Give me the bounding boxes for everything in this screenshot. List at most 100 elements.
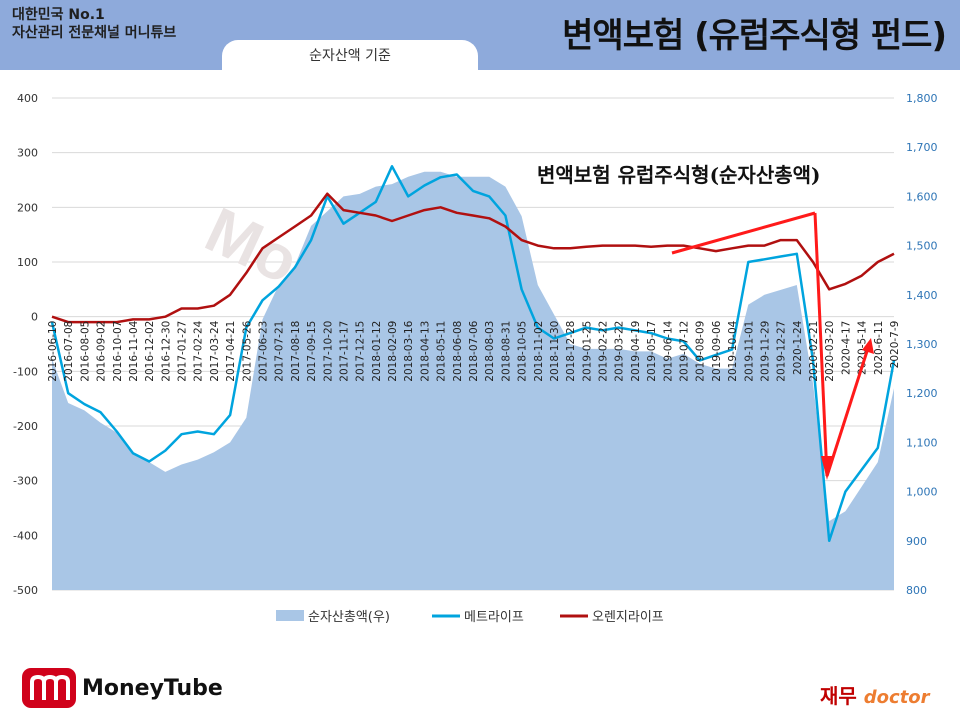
legend-swatch — [276, 610, 304, 621]
right-tick-label: 1,600 — [906, 190, 938, 203]
x-tick-label: 2019-10-04 — [727, 320, 739, 381]
x-tick-label: 2017-11-17 — [338, 321, 350, 382]
x-tick-label: 2020-03-20 — [824, 321, 836, 382]
series-line-metlife — [50, 165, 896, 543]
x-tick-label: 2020-1-24 — [792, 320, 804, 375]
left-tick-label: -100 — [13, 365, 38, 378]
left-tick-label: -200 — [13, 420, 38, 433]
x-tick-label: 2018-08-31 — [500, 321, 512, 382]
right-tick-label: 1,000 — [906, 486, 938, 499]
x-tick-label: 2019-07-12 — [679, 321, 691, 382]
fund-chart: MoneyTube 2016-06-102016-07-082016-08-05… — [13, 92, 938, 625]
x-tick-label: 2019-09-06 — [711, 320, 723, 381]
x-tick-label: 2019-12-27 — [776, 321, 788, 382]
right-tick-label: 1,200 — [906, 387, 938, 400]
x-tick-label: 2018-12-28 — [565, 321, 577, 382]
right-tick-label: 1,100 — [906, 436, 938, 449]
x-tick-label: 2018-08-03 — [484, 321, 496, 382]
annotation-arrows — [671, 211, 874, 480]
series-line-orangelife — [51, 192, 895, 324]
badge-english: doctor — [863, 687, 930, 708]
annotation-rebound-line — [825, 344, 871, 477]
x-tick-label: 2017-04-21 — [225, 321, 237, 382]
left-tick-label: -500 — [13, 584, 38, 597]
moneytube-logo-icon — [22, 668, 76, 708]
area-layer — [52, 171, 894, 591]
channel-tagline: 대한민국 No.1 자산관리 전문채널 머니튜브 — [12, 6, 176, 42]
chart-title: 변액보험 유럽주식형(순자산총액) — [537, 163, 821, 187]
channel-line1: 대한민국 No.1 — [12, 7, 105, 23]
right-tick-label: 800 — [906, 584, 927, 597]
x-tick-label: 2016-11-04 — [128, 320, 140, 381]
x-tick-label: 2017-01-27 — [177, 321, 189, 382]
x-tick-label: 2019-08-09 — [695, 321, 707, 382]
x-tick-label: 2019-04-19 — [630, 321, 642, 382]
logo-text: MoneyTube — [82, 676, 223, 701]
x-tick-label: 2019-11-01 — [743, 321, 755, 382]
x-tick-label: 2018-07-06 — [468, 320, 480, 381]
x-tick-label: 2018-05-11 — [436, 321, 448, 382]
x-tick-label: 2017-06-23 — [258, 321, 270, 382]
x-tick-label: 2018-04-13 — [419, 321, 431, 382]
annotation-arrowhead-down — [821, 456, 833, 480]
x-tick-label: 2016-12-02 — [144, 321, 156, 382]
x-tick-label: 2016-10-07 — [112, 321, 124, 382]
x-tick-label: 2017-05-26 — [241, 320, 253, 381]
x-axis-labels: 2016-06-10 2016-07-08 2016-08-05 2016-09-02… — [47, 320, 901, 381]
x-tick-label: 2019-05-17 — [646, 321, 658, 382]
annotation-trend-line — [671, 211, 816, 255]
legend-label: 오렌지라이프 — [592, 610, 664, 625]
basis-label: 순자산액 기준 — [222, 40, 478, 72]
page-title: 변액보험 (유럽주식형 펀드) — [562, 16, 947, 56]
left-tick-label: 300 — [17, 147, 38, 160]
right-axis-ticks: 1,800 1,700 1,600 1,500 1,400 1,300 1,200 1,100… — [906, 92, 938, 597]
x-tick-label: 2018-02-09 — [387, 321, 399, 382]
x-tick-label: 2020-5-14 — [857, 320, 869, 375]
x-tick-label: 2020-4-17 — [840, 321, 852, 375]
x-tick-label: 2017-08-18 — [290, 321, 302, 382]
x-tick-label: 2018-11-30 — [549, 321, 561, 382]
x-tick-label: 2018-10-05 — [517, 321, 529, 382]
finance-doctor-badge: 재무 doctor — [820, 680, 930, 709]
x-tick-label: 2020-6-11 — [873, 321, 885, 375]
x-tick-label: 2018-11-02 — [533, 321, 545, 382]
x-tick-label: 2018-06-08 — [452, 321, 464, 382]
x-tick-label: 2019-03-22 — [614, 321, 626, 382]
x-tick-label: 2017-09-15 — [306, 321, 318, 382]
x-tick-label: 2019-02-22 — [598, 321, 610, 382]
badge-korean: 재무 — [820, 684, 857, 708]
right-tick-label: 900 — [906, 535, 927, 548]
x-tick-label: 2020-7-9 — [889, 321, 901, 369]
annotation-arrowhead-up — [862, 338, 874, 354]
left-tick-label: 0 — [31, 311, 38, 324]
x-tick-label: 2016-06-10 — [47, 321, 59, 382]
header-bar — [0, 0, 960, 70]
left-tick-label: -300 — [13, 475, 38, 488]
right-tick-label: 1,300 — [906, 338, 938, 351]
x-tick-label: 2020-02-21 — [808, 321, 820, 382]
x-tick-label: 2019-06-14 — [662, 320, 674, 381]
right-tick-label: 1,800 — [906, 92, 938, 105]
x-tick-label: 2019-11-29 — [759, 321, 771, 382]
x-tick-label: 2019-01-25 — [581, 321, 593, 382]
legend-label: 메트라이프 — [464, 610, 524, 625]
x-tick-label: 2017-10-20 — [322, 321, 334, 382]
x-tick-label: 2017-07-21 — [274, 321, 286, 382]
channel-line2: 자산관리 전문채널 머니튜브 — [12, 25, 177, 41]
x-tick-label: 2016-12-30 — [160, 321, 172, 382]
legend: 순자산총액(우) 메트라이프 오렌지라이프 — [276, 610, 664, 625]
legend-label: 순자산총액(우) — [308, 610, 390, 625]
annotation-drop-line — [813, 212, 829, 477]
right-tick-label: 1,700 — [906, 141, 938, 154]
series-area-net-assets — [52, 171, 894, 591]
x-tick-label: 2018-01-12 — [371, 321, 383, 382]
left-tick-label: 200 — [17, 201, 38, 214]
x-tick-label: 2017-02-24 — [193, 320, 205, 381]
x-tick-label: 2016-09-02 — [96, 321, 108, 382]
left-axis-ticks: 400 300 200 100 0 -100 -200 -300 -400 -500 — [13, 92, 38, 597]
left-tick-label: 100 — [17, 256, 38, 269]
x-tick-label: 2016-07-08 — [63, 321, 75, 382]
right-tick-label: 1,400 — [906, 289, 938, 302]
x-tick-label: 2016-08-05 — [79, 321, 91, 382]
x-tick-label: 2017-12-15 — [355, 321, 367, 382]
